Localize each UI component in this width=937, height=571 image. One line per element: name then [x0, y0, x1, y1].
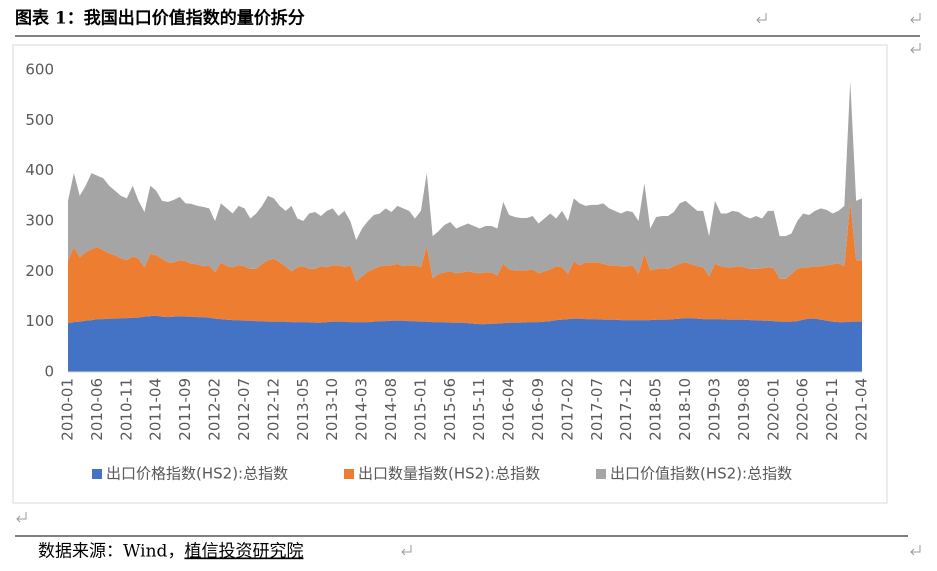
y-tick-label: 400: [25, 161, 54, 179]
y-tick-label: 100: [25, 312, 54, 330]
x-tick-label: 2020-01: [764, 378, 782, 441]
legend-label: 出口数量指数(HS2):总指数: [358, 465, 540, 483]
area: [68, 201, 862, 325]
x-tick-label: 2013-05: [294, 378, 312, 441]
x-tick-label: 2011-04: [147, 378, 165, 441]
x-tick-label: 2020-06: [794, 378, 812, 441]
x-tick-label: 2019-03: [705, 378, 723, 441]
x-tick-label: 2014-08: [382, 378, 400, 441]
x-tick-label: 2013-10: [323, 378, 341, 441]
legend-label: 出口价值指数(HS2):总指数: [610, 465, 792, 483]
y-tick-label: 600: [25, 61, 54, 79]
x-tick-label: 2012-07: [235, 378, 253, 441]
x-tick-label: 2020-11: [823, 378, 841, 441]
x-tick-label: 2021-04: [853, 378, 871, 441]
x-tick-label: 2017-02: [558, 378, 576, 441]
y-tick-label: 500: [25, 111, 54, 129]
source-label: 数据来源：Wind，: [38, 542, 184, 562]
legend-label: 出口价格指数(HS2):总指数: [106, 465, 288, 483]
x-tick-label: 2017-07: [588, 378, 606, 441]
x-tick-label: 2011-09: [176, 378, 194, 441]
x-tick-label: 2010-06: [88, 378, 106, 441]
x-tick-label: 2019-08: [735, 378, 753, 441]
x-tick-label: 2010-11: [117, 378, 135, 441]
area: [68, 315, 862, 372]
x-tick-label: 2015-06: [441, 378, 459, 441]
x-tick-label: 2014-03: [353, 378, 371, 441]
x-tick-label: 2016-04: [500, 378, 518, 441]
x-tick-label: 2018-10: [676, 378, 694, 441]
legend-swatch: [344, 469, 354, 479]
x-tick-label: 2016-09: [529, 378, 547, 441]
x-tick-label: 2015-11: [470, 378, 488, 441]
area: [68, 81, 862, 282]
x-tick-label: 2012-02: [206, 378, 224, 441]
legend-swatch: [92, 469, 102, 479]
x-tick-label: 2010-01: [59, 378, 77, 441]
y-tick-label: 200: [25, 262, 54, 280]
figure-title: 图表 1：我国出口价值指数的量价拆分: [15, 8, 305, 29]
paragraph-marks: [16, 13, 921, 556]
legend-swatch: [596, 469, 606, 479]
x-tick-label: 2012-12: [264, 378, 282, 441]
x-tick-label: 2015-01: [411, 378, 429, 441]
x-tick-label: 2018-05: [647, 378, 665, 441]
y-tick-label: 300: [25, 212, 54, 230]
source-org: 植信投资研究院: [184, 542, 303, 562]
y-tick-label: 0: [44, 363, 54, 381]
x-tick-label: 2017-12: [617, 378, 635, 441]
chart: 0 100 200 300 400 500 600 2010-01 2010-06 2010-11…: [25, 61, 870, 483]
